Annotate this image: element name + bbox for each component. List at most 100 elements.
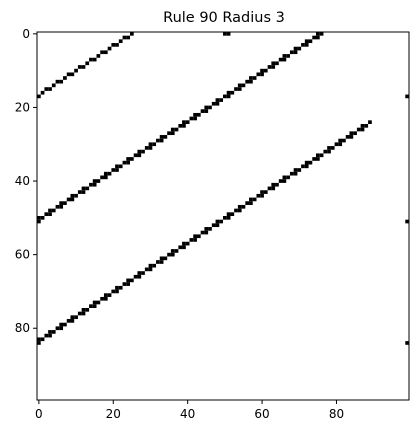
cell-on <box>55 326 60 331</box>
cell-on <box>59 326 64 331</box>
cell-on <box>204 109 209 113</box>
cell-on <box>74 68 78 73</box>
cell-on <box>141 149 145 154</box>
x-tick-label: 40 <box>180 407 195 421</box>
cell-on <box>182 124 186 128</box>
cell-on <box>304 39 309 44</box>
cell-on <box>241 204 246 209</box>
cell-on <box>170 252 175 257</box>
cell-on <box>89 182 93 187</box>
cell-on <box>301 43 305 47</box>
cell-on <box>182 120 186 124</box>
cell-on <box>51 208 56 213</box>
cell-on <box>215 101 220 106</box>
cell-on <box>174 127 179 132</box>
cell-on <box>152 142 157 147</box>
cell-on <box>40 337 45 342</box>
cell-on <box>368 120 372 124</box>
cell-on <box>211 101 216 106</box>
cell-on <box>167 131 171 136</box>
cell-on <box>260 190 264 194</box>
cell-on <box>304 160 309 165</box>
cell-on <box>349 131 354 136</box>
cell-on <box>301 164 305 169</box>
cell-on <box>103 296 108 301</box>
cell-on <box>189 116 194 121</box>
cell-on <box>316 157 320 161</box>
cell-on <box>234 87 238 91</box>
cell-on <box>245 201 250 205</box>
cell-on <box>122 35 127 40</box>
y-tick-label: 0 <box>22 27 30 41</box>
cell-on <box>100 50 104 55</box>
cell-on <box>126 35 130 40</box>
cell-on <box>405 341 409 345</box>
cell-on <box>118 285 123 290</box>
cell-on <box>103 50 108 55</box>
cell-on <box>282 179 287 183</box>
cell-on <box>338 142 343 147</box>
cell-on <box>178 245 183 250</box>
cell-on <box>182 245 186 250</box>
cell-on <box>48 333 52 338</box>
cell-on <box>137 271 142 275</box>
y-tick-label: 80 <box>15 321 30 335</box>
cell-on <box>70 193 75 198</box>
cell-on <box>267 65 272 69</box>
cell-on <box>44 333 49 338</box>
cell-on <box>312 35 316 40</box>
cell-on <box>304 164 309 169</box>
cell-on <box>66 72 71 77</box>
cell-on <box>51 83 56 88</box>
cell-on <box>81 311 86 316</box>
cell-on <box>360 124 365 128</box>
cell-on <box>77 65 82 69</box>
cell-on <box>185 241 190 246</box>
cell-on <box>37 337 41 342</box>
cell-on <box>115 285 119 290</box>
cell-on <box>282 175 287 180</box>
cell-on <box>130 157 134 161</box>
cell-on <box>122 160 127 165</box>
cell-on <box>37 219 41 224</box>
y-tick-label: 60 <box>15 248 30 262</box>
cell-on <box>267 186 272 191</box>
cell-on <box>189 238 194 242</box>
cell-on <box>159 135 164 139</box>
cell-on <box>237 83 242 88</box>
cell-on <box>159 256 164 261</box>
cell-on <box>40 90 45 95</box>
cell-on <box>353 131 357 136</box>
cell-on <box>66 319 71 323</box>
cell-on <box>308 39 313 44</box>
x-tick-label: 60 <box>254 407 269 421</box>
cell-on <box>137 153 142 158</box>
cell-on <box>260 68 264 73</box>
cell-on <box>130 278 134 283</box>
cell-on <box>59 79 64 84</box>
cell-on <box>312 157 316 161</box>
cell-on <box>196 112 201 117</box>
cell-on <box>286 175 290 180</box>
cell-on <box>237 208 242 213</box>
cell-on <box>163 256 168 261</box>
cell-on <box>96 179 101 183</box>
cell-on <box>334 142 339 147</box>
cell-on <box>137 149 142 154</box>
cell-on <box>55 204 60 209</box>
cell-on <box>59 322 64 327</box>
cell-on <box>44 87 49 91</box>
cell-on <box>193 112 197 117</box>
x-tick-label: 0 <box>35 407 43 421</box>
cell-on <box>115 168 119 172</box>
plot-frame <box>36 31 410 401</box>
cell-on <box>282 57 287 62</box>
cell-on <box>200 230 205 235</box>
cell-on <box>223 216 227 220</box>
cell-on <box>170 131 175 136</box>
y-tick-label: 20 <box>15 100 30 114</box>
cell-on <box>196 234 201 239</box>
cell-on <box>126 282 130 286</box>
cell-on <box>237 204 242 209</box>
cell-on <box>148 146 153 150</box>
